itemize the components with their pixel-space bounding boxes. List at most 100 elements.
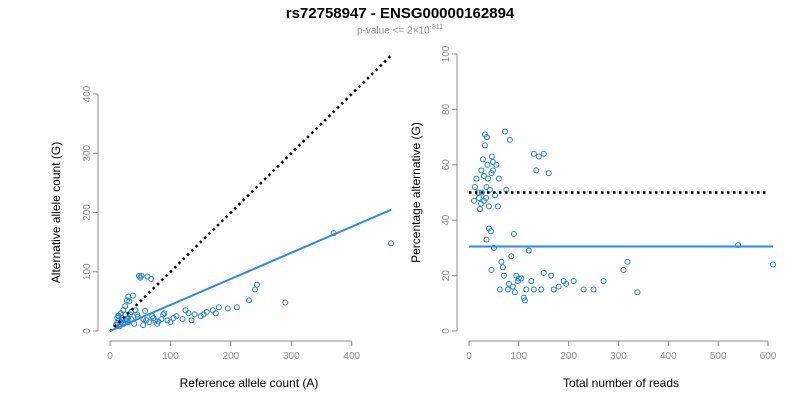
data-point	[485, 203, 492, 210]
data-point	[634, 289, 641, 296]
data-point	[233, 304, 240, 311]
y-tick-label: 0	[82, 328, 93, 334]
data-point	[500, 272, 507, 279]
data-point	[498, 258, 505, 265]
chart-subtitle: p-value <= 2×10-311	[0, 24, 800, 36]
data-point	[563, 280, 570, 287]
data-point	[136, 272, 143, 279]
y-tick-label: 20	[441, 270, 452, 282]
chart-2: 0 100 200 300 400 500 600 0 20 40 60 80 100 Total num…	[409, 45, 777, 390]
data-point	[538, 286, 545, 293]
y-axis-title: Percentage alternative (G)	[409, 122, 423, 263]
data-point	[388, 240, 395, 247]
data-point	[170, 314, 177, 321]
data-point	[140, 322, 147, 329]
data-point	[511, 289, 518, 296]
data-point	[505, 280, 512, 287]
data-point	[253, 281, 260, 288]
data-point	[540, 269, 547, 276]
x-tick-label: 300	[610, 351, 627, 362]
data-point	[510, 231, 517, 238]
x-tick-label: 600	[760, 351, 777, 362]
data-point	[499, 264, 506, 271]
data-point	[132, 307, 139, 314]
reference-line	[109, 54, 392, 332]
data-point	[487, 228, 494, 235]
data-point	[185, 310, 192, 317]
data-point	[164, 317, 171, 324]
data-point	[476, 206, 483, 213]
x-tick-label: 0	[466, 351, 472, 362]
x-tick-label: 200	[223, 351, 240, 362]
data-point	[535, 153, 542, 160]
data-point	[182, 307, 189, 314]
data-point	[770, 261, 776, 268]
data-point	[600, 278, 607, 285]
data-point	[550, 286, 557, 293]
data-point	[161, 310, 168, 317]
data-point	[197, 313, 204, 320]
data-point	[533, 167, 540, 174]
data-point	[488, 153, 495, 160]
y-tick-label: 200	[82, 204, 93, 221]
x-axis-title: Total number of reads	[563, 376, 679, 390]
data-point	[122, 303, 129, 310]
data-point	[481, 142, 488, 149]
data-point	[489, 167, 496, 174]
fit-line	[109, 208, 392, 332]
y-axis-title: Alternative allele count (G)	[49, 142, 63, 283]
data-point	[470, 197, 477, 204]
data-point	[590, 286, 597, 293]
data-point	[215, 304, 222, 311]
data-point	[509, 283, 516, 290]
data-point	[224, 305, 231, 312]
data-point	[520, 294, 527, 301]
y-tick-label: 0	[441, 328, 452, 334]
data-point	[483, 134, 490, 141]
data-point	[548, 272, 555, 279]
y-tick-label: 300	[82, 144, 93, 161]
data-point	[200, 311, 207, 318]
data-point	[580, 286, 587, 293]
data-point	[160, 311, 167, 318]
data-point	[483, 236, 490, 243]
data-point	[496, 286, 503, 293]
data-point	[475, 195, 482, 202]
data-point	[138, 272, 145, 279]
data-point	[150, 314, 157, 321]
data-point	[624, 258, 631, 265]
data-point	[143, 317, 150, 324]
data-point	[620, 267, 627, 274]
data-point	[209, 307, 216, 314]
data-point	[555, 283, 562, 290]
data-point	[282, 299, 289, 306]
subtitle-base: p-value <= 2×10	[356, 25, 430, 37]
data-point	[501, 128, 508, 135]
data-point	[148, 275, 155, 282]
x-tick-label: 0	[107, 351, 113, 362]
y-tick-label: 80	[441, 103, 452, 115]
x-tick-label: 200	[560, 351, 577, 362]
chart-1: 0 100 200 300 400 0 100 200 300 400 Reference alle…	[49, 54, 395, 390]
data-point	[212, 310, 219, 317]
data-point	[142, 307, 149, 314]
y-tick-label: 60	[441, 159, 452, 171]
y-tick-label: 400	[82, 85, 93, 102]
x-tick-label: 400	[660, 351, 677, 362]
data-point	[191, 311, 198, 318]
data-point	[523, 286, 530, 293]
data-point	[478, 189, 485, 196]
data-point	[495, 175, 502, 182]
data-point	[486, 186, 493, 193]
x-tick-label: 400	[343, 351, 360, 362]
data-point	[478, 167, 485, 174]
data-point	[494, 203, 501, 210]
data-point	[484, 161, 491, 168]
x-tick-label: 100	[162, 351, 179, 362]
y-tick-label: 100	[441, 45, 452, 62]
data-point	[508, 253, 515, 260]
data-point	[129, 292, 136, 299]
data-point	[188, 317, 195, 324]
data-point	[167, 319, 174, 326]
